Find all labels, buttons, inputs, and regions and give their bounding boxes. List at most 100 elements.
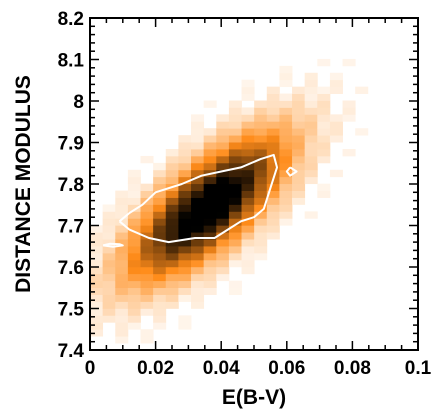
heatmap-cell <box>127 176 141 185</box>
heatmap-cell <box>216 169 230 178</box>
heatmap-cell <box>241 190 255 198</box>
y-tick-label: 7.7 <box>58 217 84 238</box>
heatmap-cell <box>102 315 116 323</box>
heatmap-cell <box>153 176 167 185</box>
heatmap-cell <box>140 301 154 309</box>
heatmap-cell <box>140 183 154 191</box>
heatmap-cell <box>115 329 129 337</box>
heatmap-cell <box>165 259 179 268</box>
heatmap-cell <box>203 128 217 136</box>
heatmap-cell <box>216 197 230 205</box>
y-tick-label: 7.8 <box>58 175 84 196</box>
heatmap-cell <box>254 121 268 129</box>
heatmap-cell <box>115 287 129 295</box>
heatmap-cell <box>90 308 104 316</box>
heatmap-cell <box>292 128 306 136</box>
heatmap-cell <box>228 142 242 150</box>
heatmap-cell <box>165 266 179 275</box>
heatmap-cell <box>127 232 141 240</box>
heatmap-cell <box>191 211 205 219</box>
heatmap-cell <box>329 114 343 122</box>
heatmap-cell <box>165 211 179 219</box>
heatmap-cell <box>115 211 129 219</box>
heatmap-cell <box>191 246 205 254</box>
heatmap-cell <box>191 176 205 185</box>
heatmap-cell <box>191 301 205 309</box>
heatmap-cell <box>115 246 129 254</box>
heatmap-cell <box>228 239 242 247</box>
heatmap-cell <box>329 121 343 129</box>
heatmap-cell <box>216 252 230 261</box>
heatmap-cell <box>191 280 205 289</box>
heatmap-cell <box>140 225 154 233</box>
x-axis-title: E(B-V) <box>222 386 286 409</box>
heatmap-cell <box>241 204 255 212</box>
heatmap-cell <box>317 58 331 67</box>
heatmap-cell <box>241 232 255 240</box>
axis-ticks <box>89 17 419 351</box>
heatmap-cell <box>228 121 242 129</box>
heatmap-cell <box>90 273 104 282</box>
heatmap-cell <box>191 204 205 212</box>
heatmap-cell <box>317 155 331 164</box>
heatmap-cell <box>304 72 318 81</box>
heatmap-cell <box>178 266 192 275</box>
heatmap-cell <box>115 301 129 309</box>
heatmap-cell <box>241 246 255 254</box>
heatmap-cell <box>102 273 116 282</box>
heatmap-cell <box>266 135 280 143</box>
heatmap-cell <box>115 280 129 289</box>
heatmap-cell <box>254 225 268 233</box>
heatmap-cell <box>90 259 104 268</box>
heatmap-cell <box>191 114 205 122</box>
heatmap-cell <box>102 287 116 295</box>
heatmap-cell <box>241 79 255 88</box>
heatmap-cell <box>228 114 242 122</box>
heatmap-cell <box>304 155 318 164</box>
heatmap-cell <box>329 169 343 178</box>
heatmap-cell <box>140 232 154 240</box>
heatmap-cell <box>216 259 230 268</box>
heatmap-cell <box>266 232 280 240</box>
heatmap-cell <box>254 183 268 191</box>
heatmap-cell <box>127 287 141 295</box>
heatmap-cell <box>203 266 217 275</box>
heatmap-cell <box>90 225 104 233</box>
heatmap-cell <box>279 142 293 150</box>
heatmap-cell <box>266 155 280 164</box>
heatmap-cell <box>115 322 129 330</box>
heatmap-cell <box>178 197 192 205</box>
heatmap-cell <box>191 294 205 302</box>
contour-line-3 <box>102 242 124 248</box>
heatmap-cell <box>279 93 293 101</box>
heatmap-cell <box>102 266 116 275</box>
heatmap-cell <box>178 273 192 282</box>
heatmap-cell <box>115 232 129 240</box>
heatmap-cell <box>140 239 154 247</box>
heatmap-cell <box>279 65 293 74</box>
contour-line-2 <box>285 166 298 177</box>
heatmap-cell <box>241 176 255 185</box>
heatmap-cell <box>304 128 318 136</box>
heatmap-cell <box>203 232 217 240</box>
heatmap-cell <box>216 135 230 143</box>
heatmap-cell <box>153 294 167 302</box>
heatmap-cell <box>266 100 280 108</box>
heatmap-cell <box>216 183 230 191</box>
heatmap-cell <box>228 176 242 185</box>
heatmap-cell <box>165 246 179 254</box>
heatmap-cell <box>228 155 242 164</box>
heatmap-cell <box>266 162 280 171</box>
heatmap-cell <box>266 142 280 150</box>
heatmap-cell <box>292 107 306 115</box>
heatmap-cell <box>90 252 104 261</box>
heatmap-cell <box>203 190 217 198</box>
heatmap-cell <box>102 211 116 219</box>
heatmap-cell <box>102 294 116 302</box>
heatmap-cell <box>254 190 268 198</box>
heatmap-cell <box>127 280 141 289</box>
heatmap-cell <box>153 246 167 254</box>
heatmap-cell <box>317 114 331 122</box>
heatmap-cell <box>115 239 129 247</box>
heatmap-cell <box>90 315 104 323</box>
